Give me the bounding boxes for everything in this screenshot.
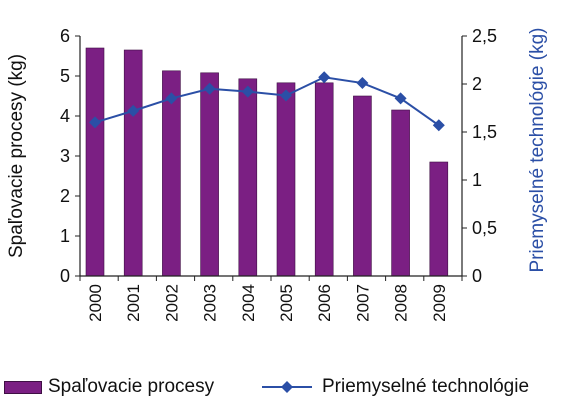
x-tick-label-2008: 2008 — [392, 284, 411, 322]
x-tick-label-2009: 2009 — [430, 284, 449, 322]
bar-2001 — [123, 49, 143, 277]
line-marker-2001 — [127, 104, 140, 117]
y-left-tick-label-2: 2 — [60, 186, 70, 206]
y-left-tick-label-0: 0 — [60, 266, 70, 286]
x-tick-label-2006: 2006 — [315, 284, 334, 322]
bar-2000 — [85, 47, 105, 277]
line-marker-2004 — [241, 85, 254, 98]
legend-swatch-spalovacie-procesy — [4, 381, 42, 394]
y-left-tick-label-6: 6 — [60, 26, 70, 46]
line-priemyselne-technologie — [94, 76, 440, 127]
x-tick-label-2001: 2001 — [124, 284, 143, 322]
line-marker-2005 — [280, 89, 292, 102]
y-right-tick-label-2: 2 — [472, 74, 482, 94]
line-marker-2006 — [318, 71, 331, 84]
y-right-tick-label-0: 0 — [472, 266, 482, 286]
y-left-tick-label-3: 3 — [60, 146, 70, 166]
y-axis-left-title: Spaľovacie procesy (kg) — [6, 54, 27, 258]
line-marker-2007 — [356, 77, 369, 90]
chart-legend: Spaľovacie procesy Priemyselné technológ… — [0, 372, 569, 402]
legend-label-spalovacie-procesy: Spaľovacie procesy — [48, 376, 215, 397]
line-marker-2008 — [394, 92, 407, 105]
combo-chart: 0 1 2 3 4 5 6 0 0,5 1 1,5 2 2,5 2000 2001 2002 2003 2004 2… — [6, 26, 548, 322]
x-tick-label-2003: 2003 — [201, 284, 220, 322]
line-marker-2003 — [203, 82, 216, 95]
bar-2005 — [276, 82, 296, 277]
y-left-tick-label-4: 4 — [60, 106, 70, 126]
y-right-tick-label-0-5: 0,5 — [472, 218, 497, 238]
x-tick-label-2002: 2002 — [162, 284, 181, 322]
x-tick-label-2004: 2004 — [239, 284, 258, 322]
x-tick-label-2000: 2000 — [86, 284, 105, 322]
bar-2003 — [200, 72, 219, 277]
y-right-tick-label-1: 1 — [472, 170, 482, 190]
y-right-tick-label-2-5: 2,5 — [472, 26, 497, 46]
x-tick-label-2005: 2005 — [277, 284, 296, 322]
bar-2009 — [429, 161, 449, 277]
x-tick-label-2007: 2007 — [353, 284, 372, 322]
bar-2007 — [353, 95, 372, 277]
bar-2008 — [391, 109, 410, 277]
bar-2004 — [238, 78, 258, 277]
y-left-tick-label-1: 1 — [60, 226, 70, 246]
legend-swatch-priemyselne-technologie — [262, 381, 312, 393]
line-marker-2009 — [432, 119, 445, 132]
line-marker-2000 — [89, 116, 101, 129]
y-axis-right-title: Priemyselné technológie (kg) — [527, 27, 548, 272]
y-left-tick-label-5: 5 — [60, 66, 70, 86]
legend-label-priemyselne-technologie: Priemyselné technológie — [322, 376, 530, 397]
bar-2006 — [314, 82, 334, 277]
line-marker-2002 — [165, 92, 178, 105]
y-right-tick-label-1-5: 1,5 — [472, 122, 497, 142]
